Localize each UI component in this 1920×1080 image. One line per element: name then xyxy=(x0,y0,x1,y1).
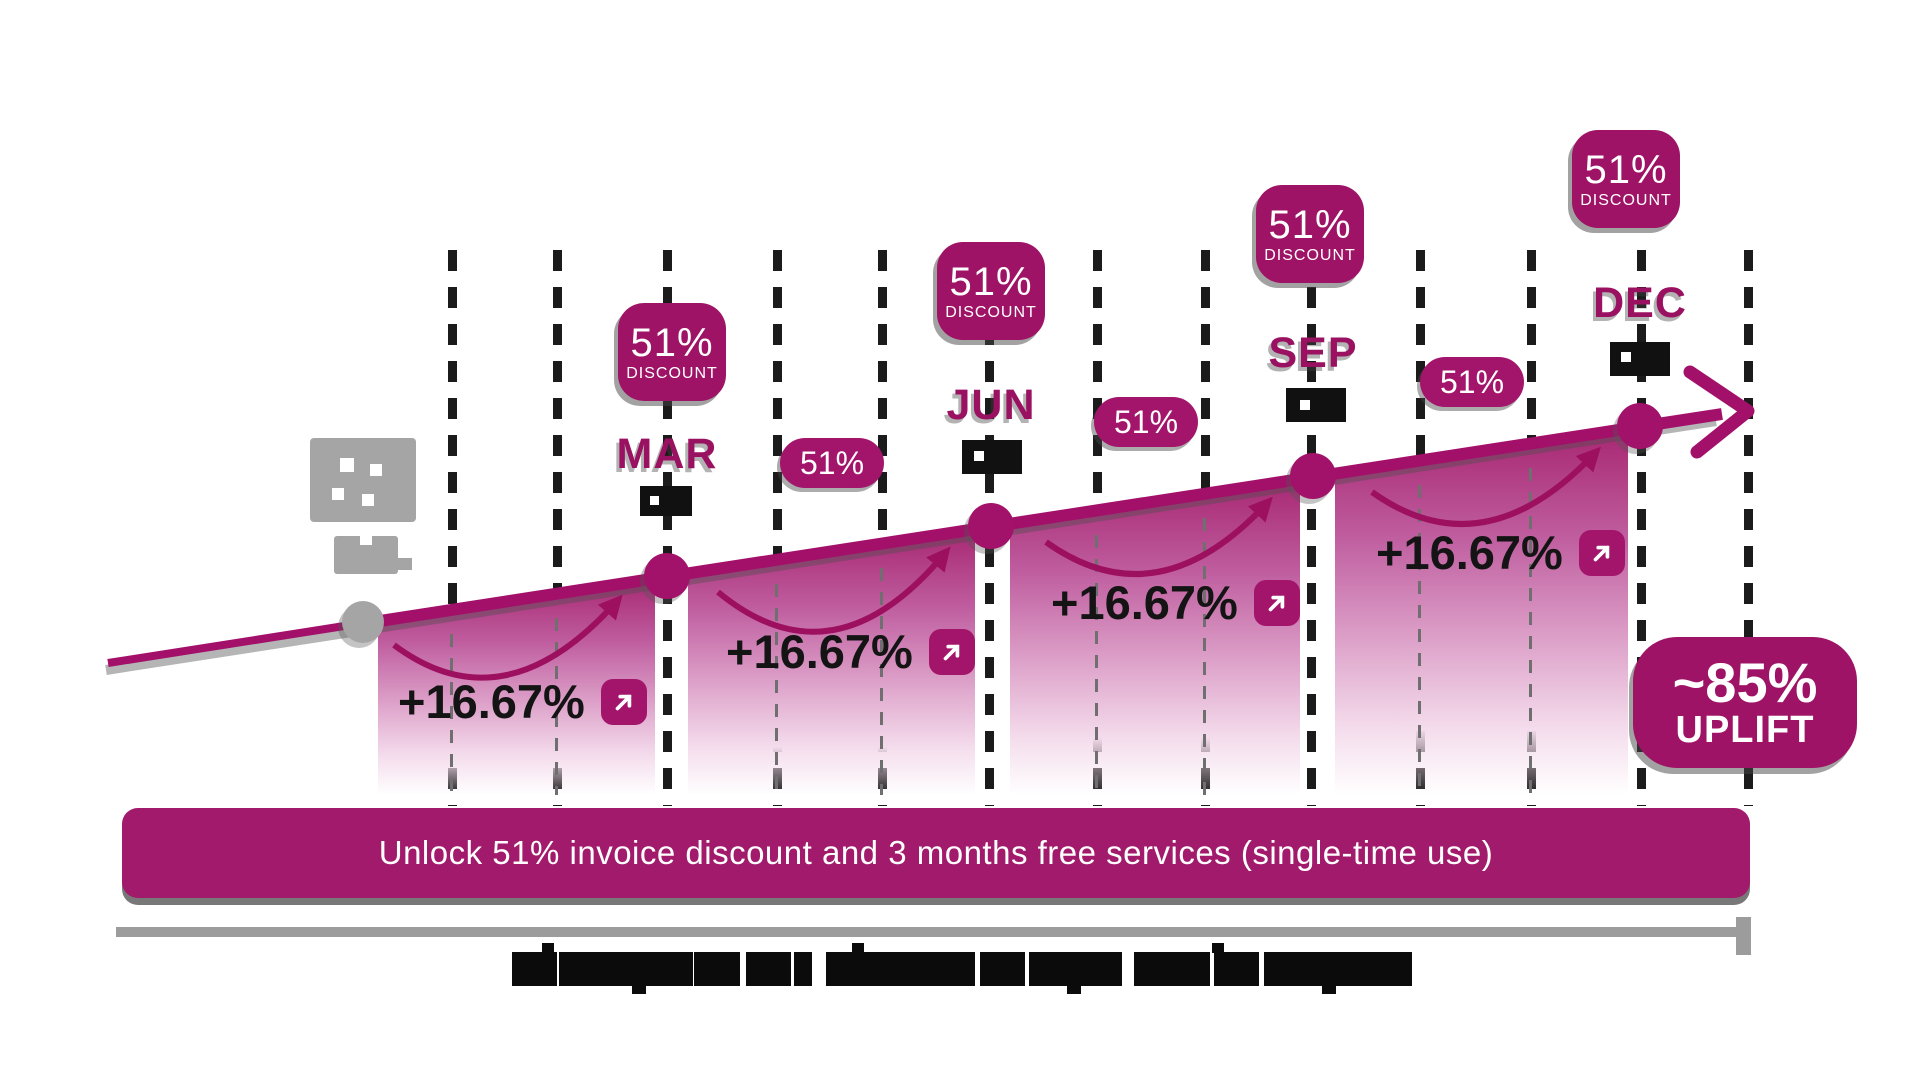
increment-row-2: +16.67% xyxy=(726,624,975,679)
increment-value: +16.67% xyxy=(1051,576,1238,629)
redaction-foot xyxy=(398,558,412,570)
redaction-gap xyxy=(812,952,826,986)
dashed-guide-line-thin xyxy=(1095,535,1098,795)
offer-banner: Unlock 51% invoice discount and 3 months… xyxy=(122,808,1750,898)
swoosh-arrow-2 xyxy=(716,546,951,635)
pill-label: 51% xyxy=(1439,363,1505,400)
dashed-guide-line-dec xyxy=(1637,250,1646,806)
dec-node-dot xyxy=(1617,403,1663,449)
dashed-guide-line-thin xyxy=(880,568,883,795)
redaction-notch xyxy=(332,488,344,500)
increment-row-1: +16.67% xyxy=(398,674,647,729)
gradient-area-segment-3 xyxy=(1010,476,1300,795)
redacted-start-label xyxy=(310,438,416,522)
pill-label: 51% xyxy=(799,444,865,481)
redacted-month-icon-jun xyxy=(962,440,1022,474)
trend-line-start xyxy=(107,618,371,667)
dashed-guide-line-thin xyxy=(1418,485,1421,795)
arrow-up-right-icon xyxy=(1578,529,1625,576)
month-label-jun: JUN xyxy=(946,381,1036,429)
discount-value: 51% xyxy=(1268,202,1352,247)
arrow-up-right-icon xyxy=(600,678,647,725)
redaction-notch xyxy=(362,494,374,506)
uplift-badge: ~85% UPLIFT xyxy=(1633,637,1857,768)
dashed-guide-line-sep xyxy=(1307,250,1316,806)
increment-row-4: +16.67% xyxy=(1376,525,1625,580)
sep-node-dot xyxy=(1290,453,1336,499)
time-axis xyxy=(116,927,1740,937)
redacted-month-icon-dec xyxy=(1610,342,1670,376)
pill-label: 51% xyxy=(1113,403,1179,440)
dashed-guide-line xyxy=(448,250,457,806)
month-label-dec: DEC xyxy=(1593,279,1687,327)
dashed-guide-line xyxy=(553,250,562,806)
redaction-nub xyxy=(632,985,646,994)
jun-node-dot xyxy=(968,503,1014,549)
arrow-up-right-icon xyxy=(928,628,975,675)
discount-label: DISCOUNT xyxy=(1580,191,1672,209)
redaction-nub xyxy=(852,943,864,953)
dashed-guide-line-mar xyxy=(663,250,672,806)
redaction-notch xyxy=(340,458,354,472)
uplift-value: ~85% xyxy=(1672,650,1818,714)
increment-value: +16.67% xyxy=(1376,526,1563,579)
gradient-area-segment-4 xyxy=(1335,426,1628,795)
increment-value: +16.67% xyxy=(398,675,585,728)
swoosh-arrow-4 xyxy=(1370,446,1601,527)
redaction-nub xyxy=(542,943,554,953)
redacted-start-sublabel xyxy=(334,536,412,574)
dashed-guide-line-thin xyxy=(1529,468,1532,795)
trend-arrowhead xyxy=(1683,365,1755,459)
month-label-sep: SEP xyxy=(1268,329,1358,377)
redaction-nub xyxy=(1322,985,1336,994)
discount-value: 51% xyxy=(949,259,1033,304)
mar-node-dot xyxy=(644,553,690,599)
redacted-month-icon-sep xyxy=(1286,388,1346,422)
redaction-notch xyxy=(974,451,984,461)
interval-pill-2: 51% xyxy=(1094,397,1198,447)
dashed-guide-line-thin xyxy=(450,634,453,795)
uplift-label: UPLIFT xyxy=(1675,708,1815,751)
redaction-notch xyxy=(1300,400,1310,410)
discount-label: DISCOUNT xyxy=(1264,246,1356,264)
swoosh-arrow-3 xyxy=(1044,496,1273,577)
dashed-guide-line-thin xyxy=(555,618,558,795)
redacted-month-icon-mar xyxy=(640,486,692,516)
redaction-notch xyxy=(650,496,659,505)
redaction-nub xyxy=(1067,985,1081,994)
increment-row-3: +16.67% xyxy=(1051,575,1300,630)
discount-value: 51% xyxy=(1584,147,1668,192)
interval-pill-3: 51% xyxy=(1420,357,1524,407)
redacted-bottom-caption xyxy=(512,943,1412,994)
dashed-guide-line xyxy=(1744,250,1753,806)
discount-badge-jun: 51% DISCOUNT xyxy=(937,242,1045,340)
redaction-notch xyxy=(370,464,382,476)
dashed-guide-line-thin xyxy=(775,584,778,795)
month-label-mar: MAR xyxy=(616,430,718,478)
redaction-notch xyxy=(360,536,372,545)
dashed-guide-line-thin xyxy=(1203,518,1206,795)
redaction-gap xyxy=(1122,952,1134,986)
time-axis-end-cap xyxy=(1736,917,1751,955)
discount-badge-mar: 51% DISCOUNT xyxy=(618,303,726,401)
start-node-dot xyxy=(342,601,384,643)
swoosh-arrow-1 xyxy=(392,594,623,681)
dashed-guide-line xyxy=(878,250,887,806)
increment-value: +16.67% xyxy=(726,625,913,678)
discount-value: 51% xyxy=(630,320,714,365)
trend-line xyxy=(359,408,1723,630)
discount-label: DISCOUNT xyxy=(945,303,1037,321)
discount-badge-sep: 51% DISCOUNT xyxy=(1256,185,1364,283)
redaction-nub xyxy=(1212,943,1224,953)
offer-banner-text: Unlock 51% invoice discount and 3 months… xyxy=(378,834,1494,871)
discount-label: DISCOUNT xyxy=(626,364,718,382)
interval-pill-1: 51% xyxy=(780,438,884,488)
dashed-guide-line xyxy=(773,250,782,806)
redaction-notch xyxy=(1621,352,1631,362)
arrow-up-right-icon xyxy=(1253,579,1300,626)
discount-badge-dec: 51% DISCOUNT xyxy=(1572,130,1680,228)
